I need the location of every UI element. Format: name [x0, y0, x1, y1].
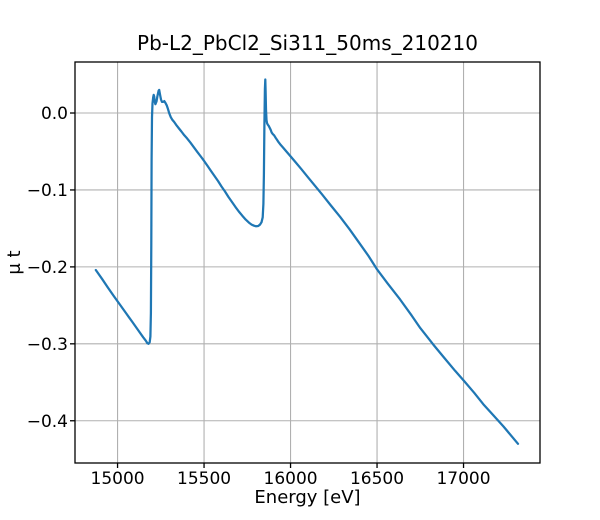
y-tick-label: 0.0: [41, 104, 68, 124]
tick-group: [70, 112, 465, 468]
chart-title: Pb-L2_PbCl2_Si311_50ms_210210: [137, 31, 478, 55]
x-tick-label: 16500: [350, 469, 404, 489]
y-tick-label: −0.1: [27, 181, 68, 201]
x-axis-label: Energy [eV]: [254, 487, 360, 508]
y-tick-label: −0.4: [27, 412, 68, 432]
spectrum-line: [94, 78, 520, 445]
x-tick-label: 15000: [91, 469, 145, 489]
x-tick-label: 15500: [177, 469, 231, 489]
grid-group: [75, 62, 540, 463]
y-tick-label: −0.3: [27, 335, 68, 355]
tick-label-group: 15000 15500 16000 16500 17000 0.0 −0.1 −0.2 −0.3…: [27, 104, 491, 489]
x-tick-label: 17000: [436, 469, 490, 489]
axes-box: [74, 61, 541, 464]
series-group: [94, 78, 520, 445]
y-axis-label: μ t: [4, 250, 25, 274]
y-tick-label: −0.2: [27, 258, 68, 278]
x-tick-label: 16000: [264, 469, 318, 489]
